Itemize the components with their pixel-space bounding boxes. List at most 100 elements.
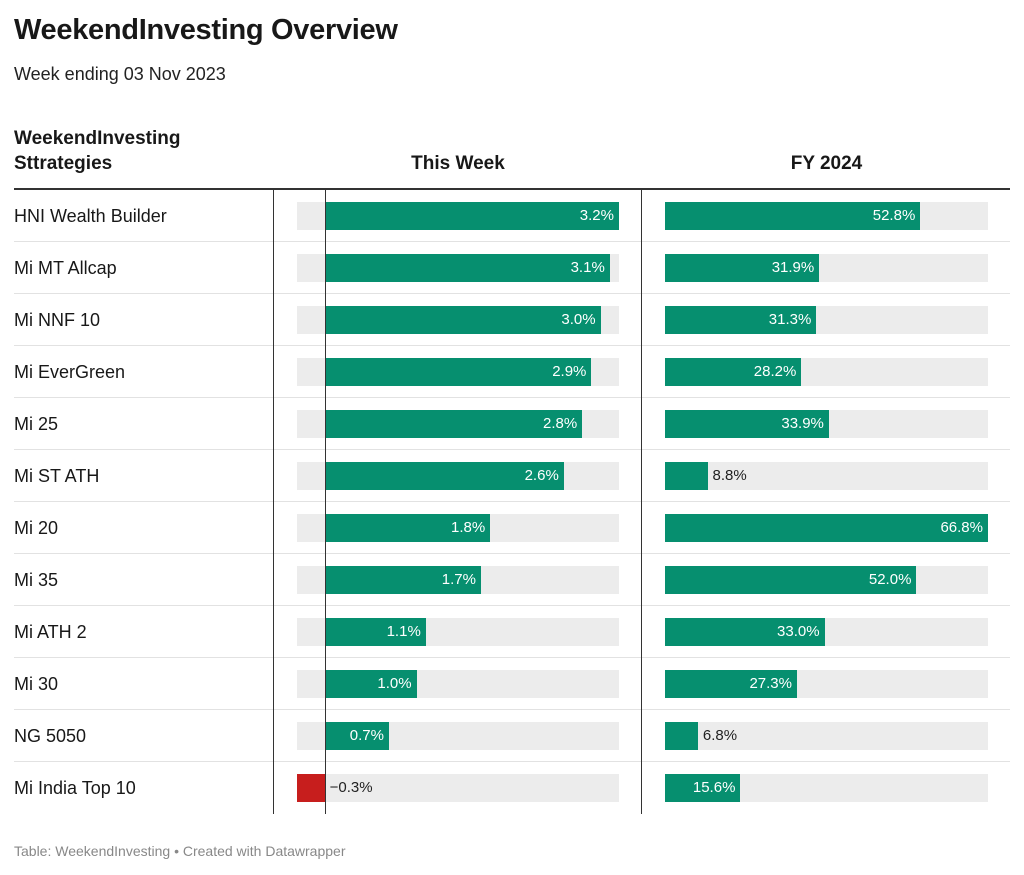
fy-2024-bar bbox=[665, 306, 817, 334]
fy-2024-bar-track: 27.3% bbox=[665, 670, 988, 698]
fy-2024-bar bbox=[665, 618, 825, 646]
table-row: Mi ST ATH 2.6% 8.8% bbox=[14, 450, 1010, 502]
this-week-value-label: 1.7% bbox=[441, 571, 476, 588]
fy-2024-bar-track: 6.8% bbox=[665, 722, 988, 750]
table-row: NG 5050 0.7% 6.8% bbox=[14, 710, 1010, 762]
strategy-label: Mi ST ATH bbox=[14, 466, 100, 486]
table-row: Mi MT Allcap 3.1% 31.9% bbox=[14, 242, 1010, 294]
strategy-label: Mi NNF 10 bbox=[14, 310, 101, 330]
table-row: Mi 35 1.7% 52.0% bbox=[14, 554, 1010, 606]
table-row: Mi 25 2.8% 33.9% bbox=[14, 398, 1010, 450]
strategy-label: Mi MT Allcap bbox=[14, 258, 117, 278]
fy-2024-bar-track: 52.0% bbox=[665, 566, 988, 594]
this-week-value-label: 1.8% bbox=[450, 519, 486, 536]
fy-2024-value-label: 27.3% bbox=[749, 675, 792, 692]
fy-2024-bar-track: 8.8% bbox=[665, 462, 988, 490]
strategy-label: Mi India Top 10 bbox=[14, 778, 136, 798]
fy-2024-bar bbox=[665, 254, 820, 282]
this-week-bar bbox=[324, 358, 592, 386]
this-week-bar-track: 2.8% bbox=[297, 410, 619, 438]
this-week-bar-track: 3.0% bbox=[297, 306, 619, 334]
fy-2024-bar bbox=[665, 462, 708, 490]
fy-2024-value-label: 28.2% bbox=[753, 363, 797, 380]
table-row: Mi India Top 10 −0.3% 15.6% bbox=[14, 762, 1010, 814]
fy-2024-value-label: 31.9% bbox=[771, 259, 815, 276]
this-week-value-label: −0.3% bbox=[329, 779, 373, 796]
fy-2024-value-label: 33.0% bbox=[777, 623, 820, 640]
this-week-value-label: 3.2% bbox=[579, 207, 614, 224]
table-row: Mi 20 1.8% 66.8% bbox=[14, 502, 1010, 554]
fy-2024-bar-track: 33.9% bbox=[665, 410, 988, 438]
table-row: Mi EverGreen 2.9% 28.2% bbox=[14, 346, 1010, 398]
this-week-bar-track: 0.7% bbox=[297, 722, 619, 750]
fy-2024-value-label: 52.0% bbox=[868, 571, 912, 588]
table-row: Mi 30 1.0% 27.3% bbox=[14, 658, 1010, 710]
fy-2024-bar bbox=[665, 722, 698, 750]
this-week-value-label: 2.8% bbox=[542, 415, 578, 432]
this-week-bar bbox=[324, 670, 417, 698]
fy-2024-bar-track: 31.9% bbox=[665, 254, 988, 282]
strategy-column-header: WeekendInvesting Sttrategies bbox=[14, 128, 181, 174]
header-divider bbox=[14, 188, 1010, 190]
fy-2024-bar-track: 52.8% bbox=[665, 202, 988, 230]
fy-2024-bar-track: 28.2% bbox=[665, 358, 988, 386]
this-week-bar-track: 3.1% bbox=[297, 254, 619, 282]
this-week-bar bbox=[324, 722, 389, 750]
chart-subtitle: Week ending 03 Nov 2023 bbox=[14, 64, 226, 84]
this-week-bar bbox=[324, 306, 601, 334]
this-week-bar bbox=[324, 254, 610, 282]
this-week-bar bbox=[324, 514, 491, 542]
table-body: HNI Wealth Builder 3.2% 52.8% Mi MT Allcap 3… bbox=[14, 190, 1010, 814]
this-week-bar-track: 1.1% bbox=[297, 618, 619, 646]
fy-2024-column-header: FY 2024 bbox=[790, 153, 863, 174]
fy-2024-value-label: 6.8% bbox=[702, 727, 738, 744]
this-week-value-label: 1.0% bbox=[377, 675, 412, 692]
fy-2024-bar bbox=[665, 410, 829, 438]
fy-2024-bar-track: 66.8% bbox=[665, 514, 988, 542]
this-week-column-header: This Week bbox=[411, 153, 505, 174]
table-row: Mi NNF 10 3.0% 31.3% bbox=[14, 294, 1010, 346]
table-header: WeekendInvesting Sttrategies This Week F… bbox=[14, 126, 1010, 188]
this-week-bar-track: 2.6% bbox=[297, 462, 619, 490]
this-week-value-label: 3.1% bbox=[570, 259, 605, 276]
this-week-value-label: 2.9% bbox=[552, 363, 587, 380]
this-week-zero-line bbox=[324, 190, 326, 814]
this-week-bar-track: 2.9% bbox=[297, 358, 619, 386]
this-week-bar-track: 3.2% bbox=[297, 202, 619, 230]
strategy-label: Mi 25 bbox=[14, 414, 59, 434]
fy-2024-bar bbox=[665, 774, 741, 802]
fy-2024-value-label: 31.3% bbox=[768, 311, 812, 328]
fy-2024-bar bbox=[665, 566, 917, 594]
table-row: HNI Wealth Builder 3.2% 52.8% bbox=[14, 190, 1010, 242]
fy-2024-bar-track: 15.6% bbox=[665, 774, 988, 802]
strategy-label: Mi 20 bbox=[14, 518, 59, 538]
fy-2024-value-label: 66.8% bbox=[940, 519, 983, 536]
this-week-value-label: 1.1% bbox=[386, 623, 421, 640]
strategy-label: Mi EverGreen bbox=[14, 362, 126, 382]
fy-2024-value-label: 8.8% bbox=[712, 467, 747, 484]
strategy-label: Mi 35 bbox=[14, 570, 59, 590]
this-week-bar bbox=[324, 462, 564, 490]
this-week-bar bbox=[324, 410, 583, 438]
this-week-bar bbox=[324, 618, 426, 646]
fy-2024-bar bbox=[665, 514, 988, 542]
this-week-value-label: 3.0% bbox=[561, 311, 596, 328]
fy-2024-value-label: 33.9% bbox=[781, 415, 824, 432]
this-week-bar bbox=[324, 566, 481, 594]
this-week-value-label: 0.7% bbox=[349, 727, 384, 744]
chart-title: WeekendInvesting Overview bbox=[14, 14, 398, 46]
strategy-label: HNI Wealth Builder bbox=[14, 206, 167, 226]
fy-2024-bar-track: 33.0% bbox=[665, 618, 988, 646]
column-divider-1 bbox=[273, 190, 274, 814]
this-week-bar bbox=[324, 202, 619, 230]
strategy-label: Mi ATH 2 bbox=[14, 622, 87, 642]
column-divider-2 bbox=[641, 190, 642, 814]
this-week-bar-track: 1.0% bbox=[297, 670, 619, 698]
fy-2024-bar bbox=[665, 202, 921, 230]
fy-2024-value-label: 52.8% bbox=[872, 207, 916, 224]
this-week-value-label: 2.6% bbox=[524, 467, 559, 484]
footer-credit: Table: WeekendInvesting • Created with D… bbox=[14, 843, 346, 859]
this-week-bar-track: −0.3% bbox=[297, 774, 619, 802]
strategy-label: NG 5050 bbox=[14, 726, 87, 746]
fy-2024-bar bbox=[665, 358, 802, 386]
